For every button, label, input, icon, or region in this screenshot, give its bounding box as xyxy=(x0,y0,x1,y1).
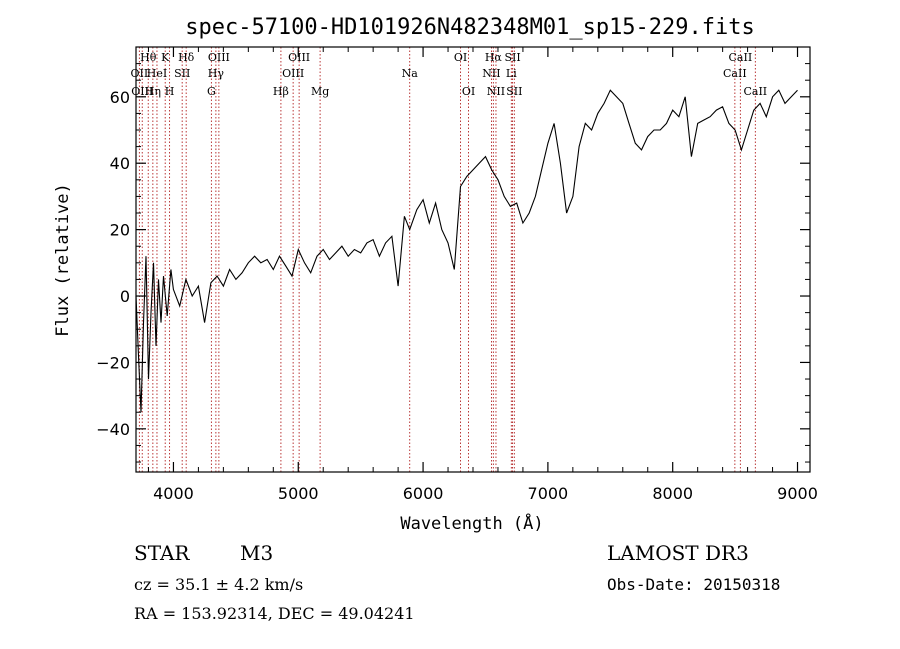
spectral-line-label: HeI xyxy=(147,67,167,80)
spectral-line-markers xyxy=(138,47,756,472)
plot-frame xyxy=(135,46,811,473)
spectral-line-label: Na xyxy=(402,67,419,80)
spectral-line-label: Hη xyxy=(145,85,161,98)
y-tick-label: −40 xyxy=(96,420,130,439)
y-axis-label: Flux (relative) xyxy=(53,183,73,337)
redshift-cz: cz = 35.1 ± 4.2 km/s xyxy=(134,575,303,594)
x-tick-label: 8000 xyxy=(652,484,693,503)
x-tick-label: 9000 xyxy=(777,484,818,503)
spectral-line-label: NII xyxy=(487,85,505,98)
spectral-line-label: OIII xyxy=(131,85,153,98)
survey-name: LAMOST DR3 xyxy=(607,541,749,565)
observation-date: Obs-Date: 20150318 xyxy=(607,575,780,594)
spectral-line-label: Li xyxy=(506,67,517,80)
y-tick-label: 60 xyxy=(110,88,130,107)
spectral-line-label: NII xyxy=(482,67,500,80)
object-class: STAR xyxy=(134,541,190,565)
spectral-line-labels: OII OIII Hθ Hη HeI K H SII Hδ G Hγ OIII Hβ OIII OIII Mg… xyxy=(131,51,768,98)
y-tick-label: 40 xyxy=(110,154,130,173)
y-tick-label: −20 xyxy=(96,353,130,372)
spectral-line-label: OI xyxy=(462,85,475,98)
spectral-line-label: OIII xyxy=(208,51,230,64)
x-tick-label: 4000 xyxy=(153,484,194,503)
x-axis-label: Wavelength (Å) xyxy=(400,512,543,534)
spectral-line-label: H xyxy=(165,85,175,98)
spectral-line-label: OIII xyxy=(282,67,304,80)
spectral-line-label: G xyxy=(207,85,216,98)
spectral-line-label: SII xyxy=(174,67,190,80)
spectral-line-label: CaII xyxy=(729,51,753,64)
spectral-line-label: Hθ xyxy=(140,51,157,64)
spectral-line-label: CaII xyxy=(723,67,747,80)
spectral-line-label: Hδ xyxy=(178,51,195,64)
x-axis-ticks: 4000 5000 6000 7000 8000 9000 xyxy=(147,47,818,503)
y-axis-ticks: −40 −20 0 20 40 60 xyxy=(96,46,810,463)
spectral-line-label: Hγ xyxy=(208,67,225,80)
x-tick-label: 7000 xyxy=(528,484,569,503)
x-tick-label: 5000 xyxy=(278,484,319,503)
spectral-line-label: Hα xyxy=(485,51,503,64)
spectral-line-label: OI xyxy=(454,51,467,64)
spectral-line-label: Hβ xyxy=(273,85,289,98)
coordinates: RA = 153.92314, DEC = 49.04241 xyxy=(134,604,415,623)
spectral-line-label: Mg xyxy=(311,85,329,98)
object-subclass: M3 xyxy=(240,541,273,565)
chart-title: spec-57100-HD101926N482348M01_sp15-229.f… xyxy=(185,15,755,40)
spectral-line-label: CaII xyxy=(743,85,767,98)
spectral-line-label: K xyxy=(161,51,170,64)
spectral-line-label: SII xyxy=(506,85,522,98)
spectral-line-label: OII xyxy=(131,67,149,80)
spectrum-series-line xyxy=(135,89,798,413)
spectral-line-label: SII xyxy=(504,51,520,64)
x-tick-label: 6000 xyxy=(403,484,444,503)
spectral-line-label: OIII xyxy=(288,51,310,64)
y-tick-label: 20 xyxy=(110,221,130,240)
y-tick-label: 0 xyxy=(120,287,130,306)
